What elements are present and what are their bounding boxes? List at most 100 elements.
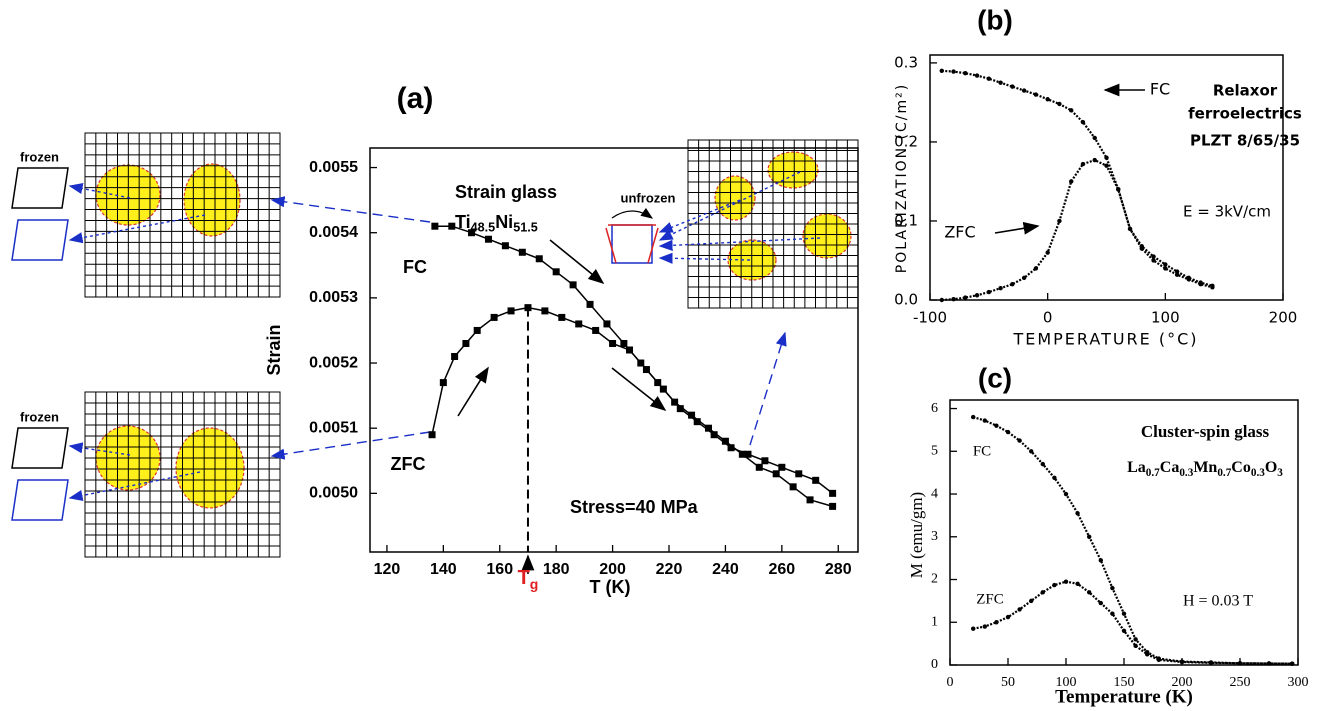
symbol: Ni bbox=[495, 212, 513, 232]
data-point bbox=[558, 314, 565, 321]
data-point bbox=[1069, 108, 1073, 112]
data-point bbox=[1175, 269, 1179, 273]
y-tick-label: 1 bbox=[931, 614, 938, 629]
data-point bbox=[1029, 599, 1033, 603]
data-point bbox=[1157, 658, 1161, 662]
x-tick-label: 140 bbox=[430, 561, 457, 578]
data-point bbox=[1052, 583, 1056, 587]
data-point bbox=[1064, 492, 1068, 496]
x-tick-label: 200 bbox=[599, 561, 626, 578]
x-tick-label: 50 bbox=[1001, 675, 1015, 690]
data-point bbox=[1104, 156, 1108, 160]
figure: 1201401601802002202402602800.00500.00510… bbox=[0, 0, 1340, 711]
x-tick-label: 300 bbox=[1288, 675, 1309, 690]
data-point bbox=[1140, 244, 1144, 248]
data-point bbox=[502, 242, 509, 249]
y-tick-label: 0.0054 bbox=[309, 224, 358, 241]
data-point bbox=[1052, 476, 1056, 480]
x-axis-label: T (K) bbox=[590, 577, 631, 597]
annotation: ferroelectrics bbox=[1188, 105, 1302, 123]
arrow bbox=[612, 368, 665, 410]
data-point bbox=[971, 626, 975, 630]
data-point bbox=[1022, 88, 1026, 92]
data-point bbox=[1087, 590, 1091, 594]
y-tick-label: 0.0052 bbox=[309, 354, 358, 371]
y-tick-label: 0.0051 bbox=[309, 419, 358, 436]
subscript: g bbox=[530, 576, 539, 592]
chart-title: (b) bbox=[977, 4, 1013, 35]
data-point bbox=[1180, 660, 1184, 664]
data-point bbox=[462, 340, 469, 347]
cluster bbox=[768, 152, 818, 188]
data-point bbox=[1057, 102, 1061, 106]
symbol: Ti bbox=[455, 212, 471, 232]
symbol: La bbox=[1127, 459, 1146, 476]
data-point bbox=[1210, 284, 1214, 288]
series-line bbox=[942, 160, 1213, 300]
annotation: PLZT 8/65/35 bbox=[1190, 132, 1300, 150]
data-point bbox=[1093, 136, 1097, 140]
series-label: ZFC bbox=[976, 591, 1004, 607]
y-tick-label: 3 bbox=[931, 529, 938, 544]
data-point bbox=[1122, 629, 1126, 633]
x-tick-label: 0 bbox=[1043, 309, 1053, 327]
data-point bbox=[1081, 120, 1085, 124]
annotation: unfrozen bbox=[621, 190, 676, 205]
data-point bbox=[1057, 219, 1061, 223]
data-point bbox=[643, 366, 650, 373]
x-tick-label: 100 bbox=[1151, 309, 1180, 327]
data-point bbox=[1093, 158, 1097, 162]
data-point bbox=[1238, 661, 1242, 665]
x-tick-label: 240 bbox=[712, 561, 739, 578]
data-point bbox=[1104, 163, 1108, 167]
data-point bbox=[975, 293, 979, 297]
data-point bbox=[998, 286, 1002, 290]
cell-shape bbox=[12, 168, 68, 208]
data-point bbox=[963, 71, 967, 75]
data-point bbox=[587, 301, 594, 308]
x-tick-label: 250 bbox=[1230, 675, 1251, 690]
y-axis-label: M (emu/gm) bbox=[907, 492, 926, 578]
data-point bbox=[951, 297, 955, 301]
annotation: frozen bbox=[20, 409, 59, 424]
data-point bbox=[491, 314, 498, 321]
data-point bbox=[694, 418, 701, 425]
data-point bbox=[829, 490, 836, 497]
annotation: Relaxor bbox=[1213, 82, 1278, 100]
subscript: 0.3 bbox=[1179, 466, 1193, 478]
data-point bbox=[1034, 266, 1038, 270]
data-point bbox=[1110, 586, 1114, 590]
symbol: T bbox=[518, 567, 530, 589]
x-tick-label: 200 bbox=[1269, 309, 1298, 327]
y-tick-label: 5 bbox=[931, 444, 938, 459]
data-point bbox=[1128, 227, 1132, 231]
chart-title: (a) bbox=[397, 82, 434, 115]
data-point bbox=[994, 423, 998, 427]
data-point bbox=[609, 340, 616, 347]
subscript: 0.7 bbox=[1217, 466, 1231, 478]
data-point bbox=[756, 464, 763, 471]
data-point bbox=[940, 298, 944, 302]
data-point bbox=[1017, 607, 1021, 611]
data-point bbox=[553, 268, 560, 275]
y-tick-label: 0.0053 bbox=[309, 289, 358, 306]
annotation: Cluster-spin glass bbox=[1141, 422, 1270, 441]
data-point bbox=[807, 496, 814, 503]
arrow bbox=[458, 368, 488, 416]
data-point bbox=[1006, 430, 1010, 434]
data-point bbox=[773, 470, 780, 477]
cluster bbox=[803, 214, 851, 258]
subscript: 0.7 bbox=[1146, 466, 1160, 478]
x-tick-label: -100 bbox=[913, 309, 947, 327]
data-point bbox=[1075, 582, 1079, 586]
data-point bbox=[812, 477, 819, 484]
symbol: Co bbox=[1231, 459, 1251, 476]
data-point bbox=[592, 327, 599, 334]
annotation: Strain glass bbox=[455, 182, 557, 202]
data-point bbox=[1163, 262, 1167, 266]
series-line bbox=[973, 417, 1292, 664]
data-point bbox=[790, 483, 797, 490]
y-tick-label: 0 bbox=[931, 657, 938, 672]
data-point bbox=[998, 80, 1002, 84]
data-point bbox=[677, 405, 684, 412]
